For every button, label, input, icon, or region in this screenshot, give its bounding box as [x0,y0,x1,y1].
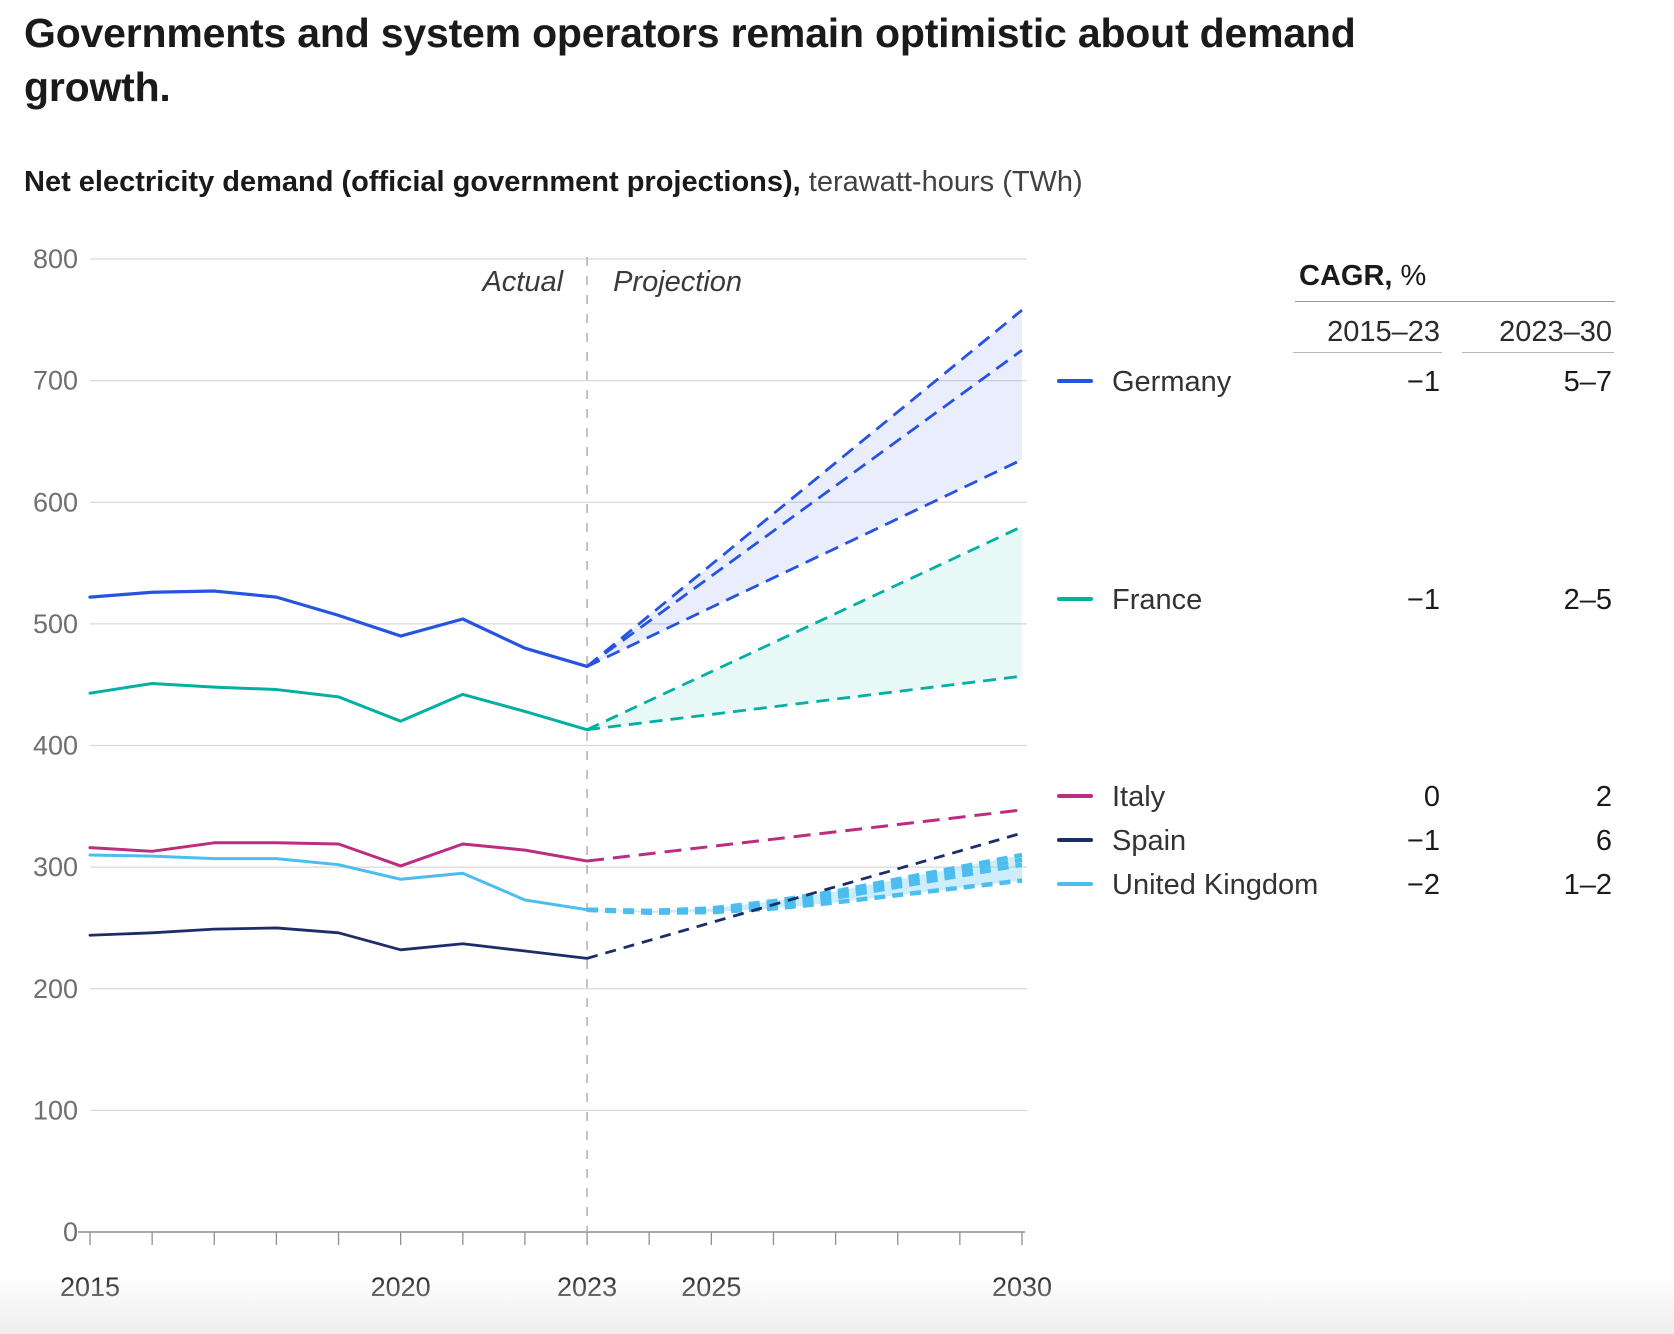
cagr-value-france-2023-30: 2–5 [1563,584,1612,616]
y-tick-label-400: 400 [33,731,78,761]
cagr-col2-rule [1462,352,1614,353]
cagr-table-header: CAGR, % [1299,260,1426,293]
series-france-projection-line-1 [586,674,1023,732]
legend-marker-france [1057,597,1093,601]
y-tick-label-300: 300 [33,852,78,882]
y-tick-label-800: 800 [33,244,78,274]
cagr-unit: % [1392,260,1427,292]
y-tick-label-100: 100 [33,1095,78,1125]
cagr-value-france-2015-23: −1 [1406,584,1440,616]
cagr-value-united-kingdom-2015-23: −2 [1406,869,1440,901]
legend-row-italy: Italy 0 2 [1057,781,1614,817]
y-tick-label-500: 500 [33,609,78,639]
legend-row-germany: Germany −1 5–7 [1057,366,1614,402]
cagr-header-rule [1295,301,1615,302]
legend-label-france: France [1112,584,1203,616]
cagr-col-header-2023-30: 2023–30 [1499,316,1612,348]
legend-label-italy: Italy [1112,781,1166,813]
series-france-projection-line-0 [586,525,1023,731]
chart-subtitle: Net electricity demand (official governm… [24,166,1524,199]
series-uk-projection-line-3 [586,878,1023,915]
page-title: Governments and system operators remain … [24,10,1356,111]
legend-row-france: France −1 2–5 [1057,584,1614,620]
series-spain-actual-line [88,926,589,960]
series-france-actual-line [88,681,589,732]
annotation-actual: Actual [480,266,564,298]
cagr-col1-rule [1293,352,1442,353]
cagr-col-header-2015-23: 2015–23 [1327,316,1440,348]
annotation-projection: Projection [613,266,742,298]
legend-marker-italy [1057,794,1093,798]
cagr-label: CAGR, [1299,260,1393,292]
series-italy-actual-line [88,841,589,868]
legend-marker-united-kingdom [1057,882,1093,886]
series-germany-projection-line-2 [586,458,1023,668]
series-germany-actual-line [88,589,589,669]
y-tick-label-600: 600 [33,487,78,517]
y-tick-label-200: 200 [33,974,78,1004]
y-tick-label-0: 0 [63,1217,78,1247]
legend-row-spain: Spain −1 6 [1057,825,1614,861]
series-germany-projection-band [587,310,1022,667]
y-tick-label-700: 700 [33,366,78,396]
bottom-fade [0,1276,1674,1334]
cagr-value-italy-2015-23: 0 [1423,781,1440,813]
series-italy-projection-line-0 [586,808,1023,863]
chart-subtitle-bold: Net electricity demand (official governm… [24,166,801,198]
series-uk-actual-line [88,853,589,912]
legend-marker-germany [1057,379,1093,383]
cagr-value-germany-2023-30: 5–7 [1563,366,1612,398]
legend-label-united-kingdom: United Kingdom [1112,869,1319,901]
series-germany-projection-line-1 [586,349,1023,668]
cagr-value-germany-2015-23: −1 [1406,366,1440,398]
legend-label-germany: Germany [1112,366,1232,398]
cagr-value-italy-2023-30: 2 [1595,781,1612,813]
cagr-value-spain-2015-23: −1 [1406,825,1440,857]
series-germany-projection-line-0 [586,308,1023,668]
cagr-value-spain-2023-30: 6 [1595,825,1612,857]
cagr-value-united-kingdom-2023-30: 1–2 [1563,869,1612,901]
chart-subtitle-unit: terawatt-hours (TWh) [800,166,1083,198]
legend-marker-spain [1057,838,1093,842]
legend-label-spain: Spain [1112,825,1187,857]
legend-row-united-kingdom: United Kingdom −2 1–2 [1057,869,1614,905]
